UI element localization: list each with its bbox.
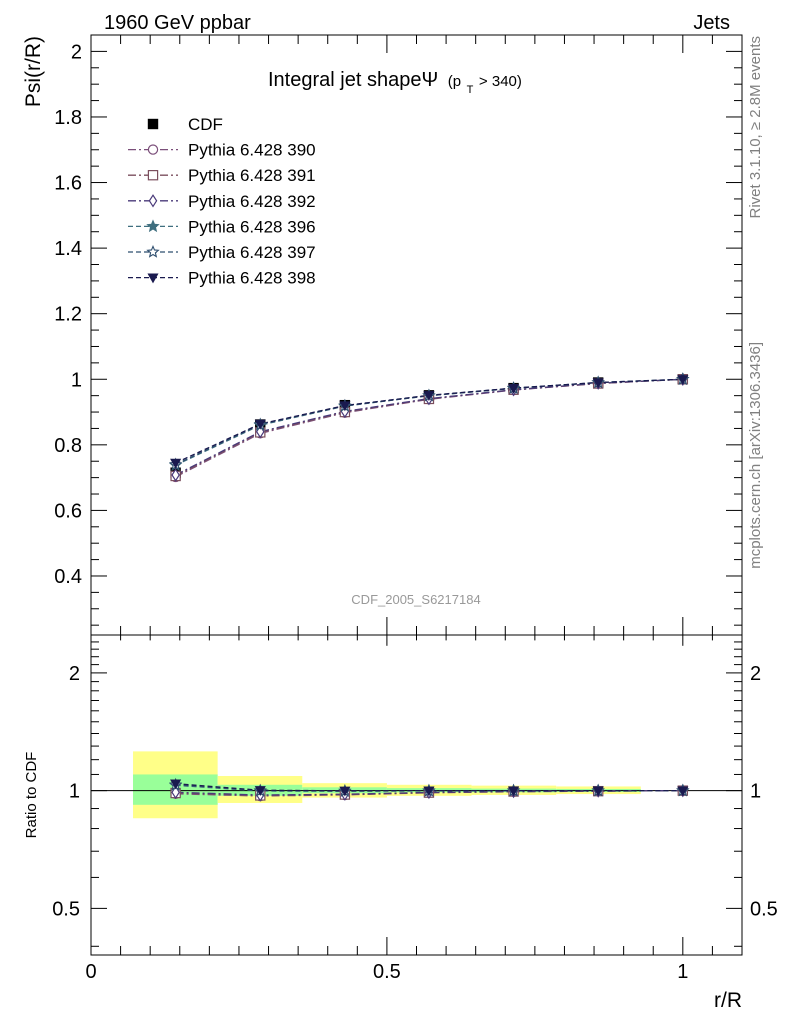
legend-marker xyxy=(147,273,159,284)
ratio-series-point xyxy=(339,786,351,797)
y-tick-label: 1 xyxy=(71,369,82,391)
header-left: 1960 GeV ppbar xyxy=(104,12,251,34)
header-right: Jets xyxy=(693,12,730,34)
series-point xyxy=(677,375,689,385)
ratio-series-point xyxy=(508,786,520,797)
legend-marker xyxy=(146,244,160,258)
legend-marker xyxy=(148,194,158,208)
side-label-bottom: mcplots.cern.ch [arXiv:1306.3436] xyxy=(747,342,764,569)
legend-label: Pythia 6.428 390 xyxy=(188,141,316,160)
y-tick-label: 1.8 xyxy=(54,107,82,129)
x-tick-label: 0.5 xyxy=(373,961,401,983)
legend-label: Pythia 6.428 397 xyxy=(188,243,316,262)
x-tick-label: 1 xyxy=(677,961,688,983)
y-tick-label: 2 xyxy=(71,41,82,63)
legend-marker xyxy=(147,144,159,155)
ratio-tick-label-right: 1 xyxy=(750,781,761,803)
plot-title-sub-tail: > 340) xyxy=(479,73,522,90)
plot-title-main: Integral jet shapeΨ xyxy=(268,69,438,91)
y-tick-label: 0.4 xyxy=(54,566,82,588)
series-point xyxy=(423,391,435,402)
plot-title: Integral jet shapeΨ (p T > 340) xyxy=(268,69,522,98)
ratio-frame xyxy=(90,634,743,956)
series-point xyxy=(339,401,351,412)
ratio-series-point xyxy=(423,786,435,797)
legend-label: Pythia 6.428 392 xyxy=(188,192,316,211)
y-tick-label: 0.6 xyxy=(54,500,82,522)
side-label-top: Rivet 3.1.10, ≥ 2.8M events xyxy=(747,36,764,219)
legend-entry: Pythia 6.428 397 xyxy=(128,243,316,262)
legend-label: Pythia 6.428 396 xyxy=(188,217,316,236)
ratio-tick-label: 2 xyxy=(69,663,80,685)
y-tick-label: 0.8 xyxy=(54,435,82,457)
series-point xyxy=(170,458,182,469)
legend-entry: CDF xyxy=(147,115,223,134)
ratio-series-point xyxy=(592,786,604,797)
ratio-tick-label: 0.5 xyxy=(52,898,80,920)
series-point xyxy=(171,468,180,482)
legend-entry: Pythia 6.428 391 xyxy=(128,166,316,185)
main-panel: 0.4 0.6 0.8 1 1.2 1.4 1.6 1.8 2 Integral jet sha… xyxy=(22,34,743,955)
y-tick-label: 1.4 xyxy=(54,238,82,260)
legend-label: Pythia 6.428 398 xyxy=(188,269,316,288)
legend-entry: Pythia 6.428 392 xyxy=(128,192,316,211)
ratio-tick-label: 1 xyxy=(69,781,80,803)
legend-marker xyxy=(147,118,159,130)
watermark: CDF_2005_S6217184 xyxy=(351,592,480,607)
legend-entry: Pythia 6.428 390 xyxy=(128,141,316,160)
y-tick-label: 1.6 xyxy=(54,173,82,195)
legend-entry: Pythia 6.428 396 xyxy=(128,217,316,236)
ratio-y-axis-label: Ratio to CDF xyxy=(23,752,40,839)
plot-title-sub-index: T xyxy=(467,84,474,96)
legend: CDF Pythia 6.428 390 Pythia 6.428 391 Pythi… xyxy=(128,115,316,288)
x-axis-label: r/R xyxy=(714,989,742,1012)
ratio-tick-label-right: 2 xyxy=(750,663,761,685)
ratio-series-point xyxy=(254,786,266,796)
series-point xyxy=(592,378,604,389)
series-point xyxy=(508,383,520,394)
legend-label: CDF xyxy=(188,115,223,134)
ratio-series-point xyxy=(170,779,182,790)
ratio-series-point xyxy=(677,786,689,797)
y-tick-label: 1.2 xyxy=(54,304,82,326)
ratio-panel: 0.5 0.5 1 1 2 2 Ratio to CDF xyxy=(23,634,778,956)
ratio-tick-label-right: 0.5 xyxy=(750,898,778,920)
plot-title-sub: (p xyxy=(448,73,461,90)
legend-marker xyxy=(146,219,160,233)
series-point xyxy=(254,419,266,430)
legend-label: Pythia 6.428 391 xyxy=(188,166,316,185)
y-axis-label: Psi(r/R) xyxy=(22,36,45,107)
legend-marker xyxy=(147,170,159,181)
legend-entry: Pythia 6.428 398 xyxy=(128,269,316,288)
x-tick-label: 0 xyxy=(85,961,96,983)
